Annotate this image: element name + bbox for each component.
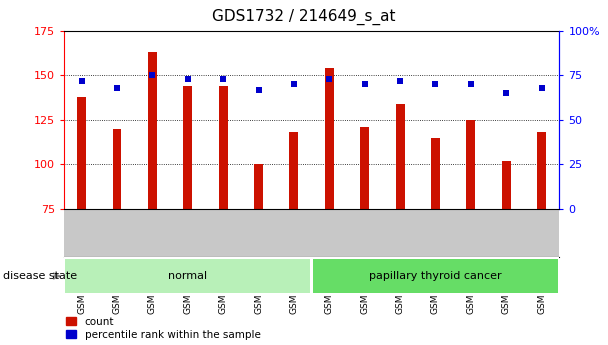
Bar bbox=[219, 86, 227, 209]
Point bbox=[537, 85, 547, 91]
Point bbox=[502, 90, 511, 96]
Point bbox=[183, 76, 193, 82]
Bar bbox=[112, 129, 122, 209]
Bar bbox=[502, 161, 511, 209]
FancyBboxPatch shape bbox=[65, 259, 310, 293]
Text: disease state: disease state bbox=[3, 271, 77, 281]
FancyBboxPatch shape bbox=[313, 259, 558, 293]
Text: GDS1732 / 214649_s_at: GDS1732 / 214649_s_at bbox=[212, 9, 396, 25]
Point bbox=[325, 76, 334, 82]
Legend: count, percentile rank within the sample: count, percentile rank within the sample bbox=[66, 317, 261, 340]
Text: papillary thyroid cancer: papillary thyroid cancer bbox=[369, 271, 502, 281]
Point bbox=[466, 82, 475, 87]
Bar bbox=[148, 52, 157, 209]
Bar bbox=[325, 68, 334, 209]
Point bbox=[254, 87, 263, 92]
Point bbox=[430, 82, 440, 87]
Text: normal: normal bbox=[168, 271, 207, 281]
Bar bbox=[431, 138, 440, 209]
Bar bbox=[254, 164, 263, 209]
Bar bbox=[466, 120, 475, 209]
Bar bbox=[183, 86, 192, 209]
Bar bbox=[537, 132, 546, 209]
Point bbox=[395, 78, 405, 83]
Point bbox=[360, 82, 370, 87]
Point bbox=[112, 85, 122, 91]
Bar bbox=[77, 97, 86, 209]
Point bbox=[77, 78, 86, 83]
Bar bbox=[361, 127, 369, 209]
Point bbox=[148, 73, 157, 78]
Bar bbox=[396, 104, 404, 209]
Point bbox=[289, 82, 299, 87]
Point bbox=[218, 76, 228, 82]
Bar bbox=[289, 132, 299, 209]
